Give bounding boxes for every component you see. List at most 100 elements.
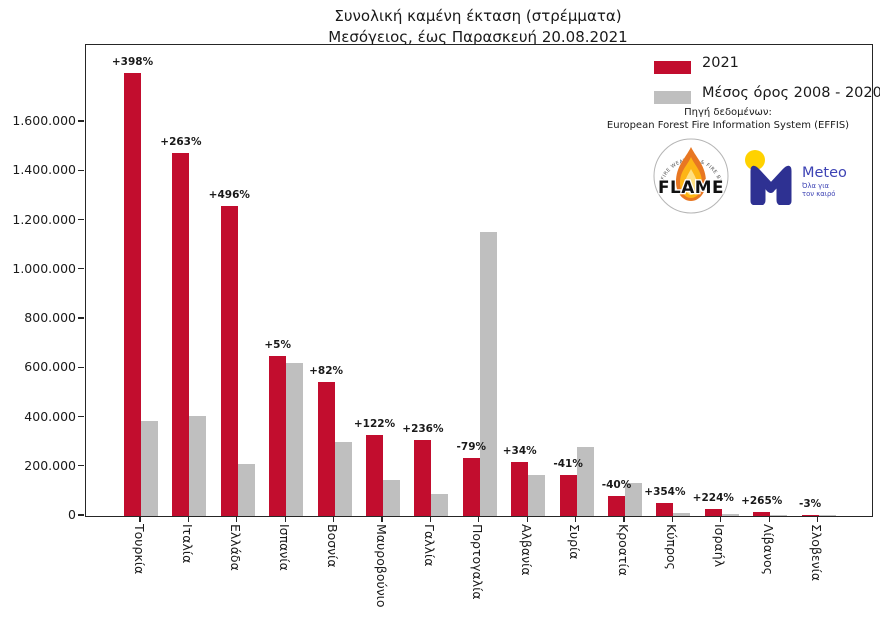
flame-logo-wordmark: FLAME bbox=[658, 178, 724, 198]
y-tick-label-8: 1.600.000 bbox=[12, 113, 76, 129]
x-tick-label-1: Ιταλία bbox=[179, 524, 195, 564]
bar-pct-label-2: +496% bbox=[208, 188, 250, 201]
y-tick-label-0: 0 bbox=[68, 507, 76, 522]
y-tick-label-2: 400.000 bbox=[24, 408, 76, 424]
legend-swatch-avg bbox=[654, 91, 691, 104]
y-tick-label-5: 1.000.000 bbox=[12, 260, 76, 276]
bar-2021-3 bbox=[269, 355, 287, 516]
x-tick-5 bbox=[381, 517, 383, 522]
bar-2021-1 bbox=[172, 152, 190, 516]
x-tick-14 bbox=[817, 517, 819, 522]
chart-title-line1: Συνολική καμένη έκταση (στρέμματα) bbox=[334, 7, 622, 25]
x-tick-0 bbox=[139, 517, 141, 522]
bar-2021-14 bbox=[801, 515, 819, 516]
x-tick-2 bbox=[236, 517, 238, 522]
bar-pct-label-8: +34% bbox=[502, 444, 537, 457]
logos: EXTREME FIRE WEATHER & FIRE BEHAVIOUR FL… bbox=[646, 137, 872, 215]
bar-avg-5 bbox=[383, 479, 400, 516]
y-tick-0 bbox=[78, 514, 84, 516]
y-tick-label-1: 200.000 bbox=[24, 457, 76, 473]
y-tick-4 bbox=[78, 317, 84, 319]
x-tick-3 bbox=[284, 517, 286, 522]
x-tick-label-5: Μαυροβούνιο bbox=[373, 524, 389, 608]
x-tick-label-11: Κύπρος bbox=[663, 524, 679, 570]
data-source-name: European Forest Fire Information System … bbox=[606, 120, 850, 131]
y-tick-6 bbox=[78, 218, 84, 221]
x-tick-12 bbox=[720, 517, 722, 522]
bar-pct-label-11: +354% bbox=[644, 486, 686, 499]
bar-pct-label-14: -3% bbox=[799, 498, 822, 511]
x-tick-13 bbox=[768, 517, 770, 522]
x-tick-1 bbox=[187, 517, 189, 522]
data-source-heading: Πηγή δεδομένων: bbox=[684, 107, 772, 118]
bar-2021-4 bbox=[317, 381, 335, 516]
bar-2021-12 bbox=[704, 508, 722, 516]
bar-pct-label-3: +5% bbox=[264, 338, 291, 351]
bar-2021-2 bbox=[220, 205, 238, 516]
data-source: Πηγή δεδομένων: European Forest Fire Inf… bbox=[541, 106, 880, 132]
y-tick-7 bbox=[78, 169, 84, 171]
plot-area: 2021 Μέσος όρος 2008 - 2020 Πηγή δεδομέν… bbox=[85, 44, 880, 517]
meteo-logo-dot bbox=[745, 150, 765, 170]
bar-2021-11 bbox=[656, 503, 674, 516]
bar-2021-8 bbox=[511, 461, 529, 516]
x-tick-6 bbox=[429, 517, 431, 522]
x-tick-label-2: Ελλάδα bbox=[228, 524, 244, 571]
bar-avg-0 bbox=[141, 421, 158, 516]
bar-avg-11 bbox=[673, 513, 691, 516]
x-tick-label-9: Συρία bbox=[567, 524, 583, 560]
x-tick-label-13: Λίβανος bbox=[760, 524, 776, 575]
x-tick-11 bbox=[671, 517, 673, 522]
bar-pct-label-5: +122% bbox=[353, 417, 396, 430]
bar-avg-13 bbox=[770, 514, 788, 516]
x-tick-label-7: Πορτογαλία bbox=[470, 524, 486, 600]
flame-logo-icon: EXTREME FIRE WEATHER & FIRE BEHAVIOUR FL… bbox=[652, 137, 729, 214]
bar-avg-14 bbox=[818, 515, 836, 516]
legend-label-2021: 2021 bbox=[702, 55, 739, 71]
bar-avg-7 bbox=[479, 231, 497, 516]
bar-avg-1 bbox=[189, 416, 207, 516]
bar-pct-label-4: +82% bbox=[309, 364, 344, 377]
bar-avg-4 bbox=[334, 442, 352, 516]
x-tick-4 bbox=[333, 517, 335, 522]
bar-2021-7 bbox=[462, 458, 480, 516]
bar-2021-13 bbox=[753, 511, 771, 516]
bar-pct-label-0: +398% bbox=[111, 55, 154, 68]
bar-avg-2 bbox=[237, 464, 255, 516]
y-tick-3 bbox=[78, 366, 84, 368]
y-tick-8 bbox=[78, 120, 84, 122]
bar-pct-label-7: -79% bbox=[456, 441, 487, 454]
meteo-logo-m bbox=[750, 165, 792, 205]
y-tick-1 bbox=[78, 465, 84, 467]
bar-pct-label-6: +236% bbox=[402, 422, 444, 435]
x-tick-8 bbox=[526, 517, 528, 522]
x-tick-10 bbox=[623, 517, 625, 522]
y-tick-label-7: 1.400.000 bbox=[12, 162, 76, 178]
x-tick-label-14: Σλοβενία bbox=[809, 524, 825, 582]
y-tick-5 bbox=[78, 268, 84, 270]
bar-2021-0 bbox=[124, 72, 141, 516]
meteo-logo-tagline-2: τον καιρό bbox=[802, 190, 835, 198]
bar-pct-label-13: +265% bbox=[741, 494, 783, 507]
meteo-logo-icon: Meteo Όλα για τον καιρό bbox=[745, 150, 847, 205]
x-tick-9 bbox=[575, 517, 577, 522]
bar-pct-label-1: +263% bbox=[160, 135, 202, 148]
bar-2021-10 bbox=[608, 496, 625, 516]
bar-pct-label-9: -41% bbox=[553, 457, 583, 470]
y-tick-label-4: 800.000 bbox=[24, 310, 76, 326]
flame-inner-shape bbox=[685, 169, 697, 195]
x-tick-label-6: Γαλλία bbox=[421, 524, 437, 567]
x-tick-label-8: Αλβανία bbox=[518, 524, 534, 576]
x-tick-label-0: Τουρκία bbox=[131, 524, 147, 575]
legend-swatch-2021 bbox=[654, 61, 691, 74]
x-tick-label-12: Ισραήλ bbox=[712, 524, 728, 568]
meteo-logo-wordmark: Meteo bbox=[802, 165, 847, 181]
meteo-logo-tagline-1: Όλα για bbox=[801, 182, 830, 190]
bar-avg-9 bbox=[576, 447, 594, 516]
y-tick-label-6: 1.200.000 bbox=[12, 211, 76, 227]
bar-avg-10 bbox=[625, 483, 642, 516]
bar-avg-6 bbox=[431, 493, 449, 516]
x-tick-label-10: Κροατία bbox=[615, 524, 631, 577]
y-tick-2 bbox=[78, 415, 84, 418]
bar-avg-12 bbox=[721, 513, 739, 516]
